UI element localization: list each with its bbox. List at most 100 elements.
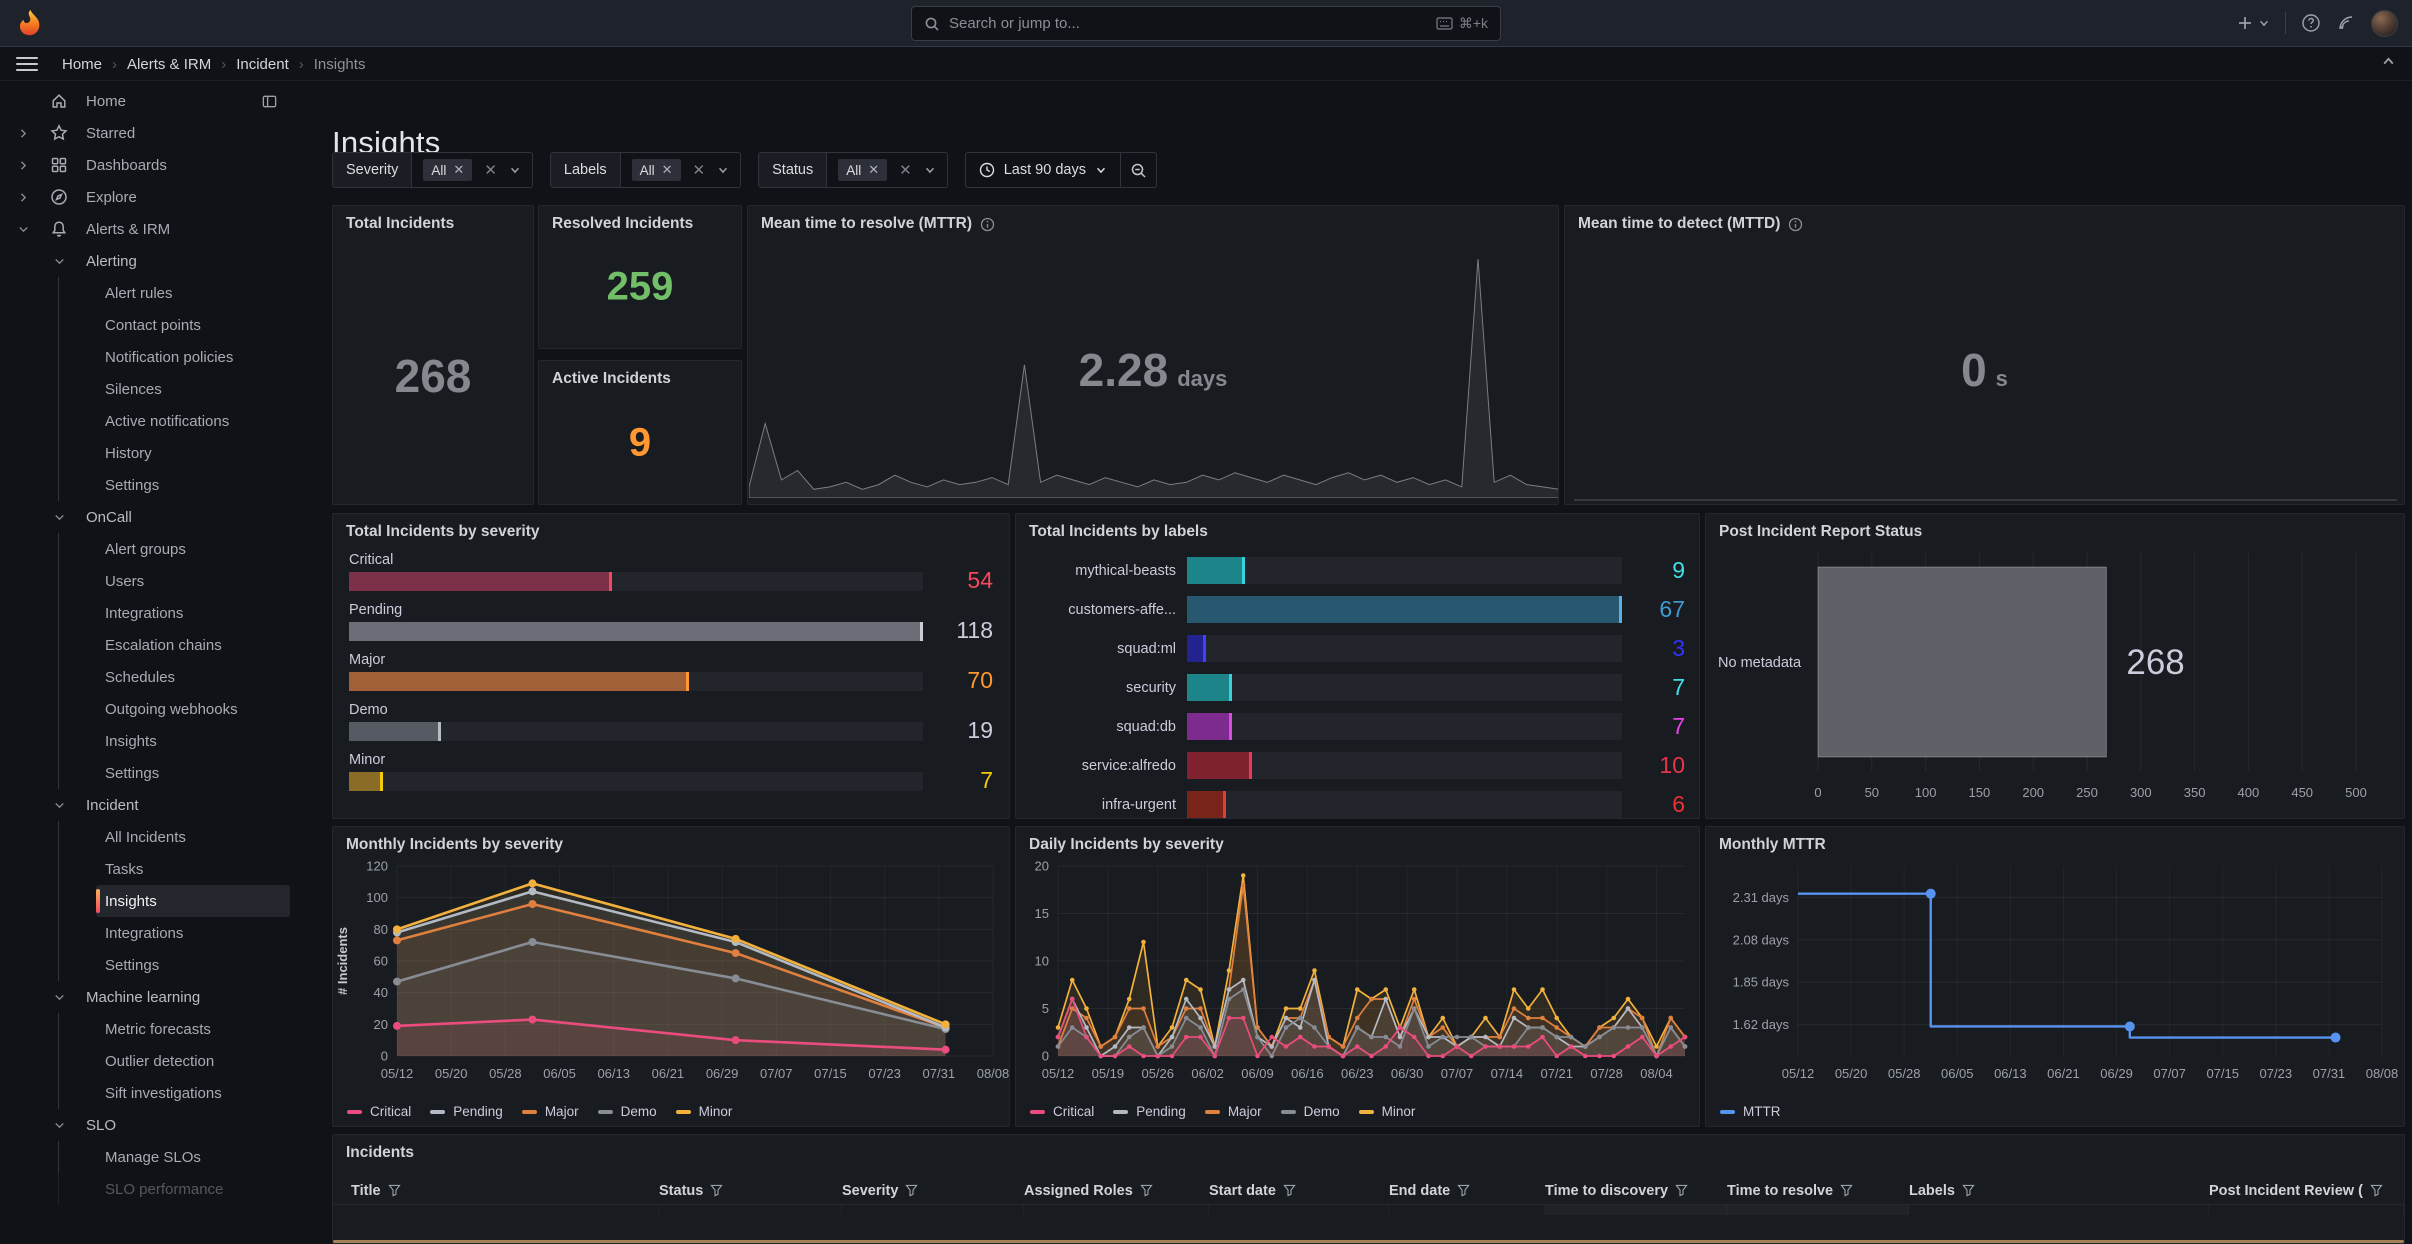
filter-chip[interactable]: All ✕ — [423, 159, 473, 181]
filter-chip[interactable]: All ✕ — [631, 159, 681, 181]
sidebar-item-escalation-chains[interactable]: Escalation chains — [0, 629, 300, 661]
sidebar-item-history[interactable]: History — [0, 437, 300, 469]
chevron-up-icon[interactable] — [2381, 54, 2396, 74]
sidebar-item-machine-learning[interactable]: Machine learning — [0, 981, 300, 1013]
filter-funnel-icon[interactable] — [1962, 1184, 1975, 1197]
info-icon[interactable] — [1788, 217, 1803, 232]
dock-icon[interactable] — [261, 93, 278, 110]
filter-funnel-icon[interactable] — [1283, 1184, 1296, 1197]
column-header-start-date[interactable]: Start date — [1209, 1177, 1389, 1204]
chip-remove-icon[interactable]: ✕ — [868, 162, 880, 177]
filter-funnel-icon[interactable] — [1675, 1184, 1688, 1197]
legend-item-critical[interactable]: Critical — [1030, 1104, 1094, 1119]
filter-funnel-icon[interactable] — [1457, 1184, 1470, 1197]
filter-funnel-icon[interactable] — [387, 1184, 401, 1197]
column-header-labels[interactable]: Labels — [1909, 1177, 2209, 1204]
sidebar-item-notification-policies[interactable]: Notification policies — [0, 341, 300, 373]
sidebar-item-schedules[interactable]: Schedules — [0, 661, 300, 693]
column-header-end-date[interactable]: End date — [1389, 1177, 1545, 1204]
sidebar-item-integrations[interactable]: Integrations — [0, 917, 300, 949]
sidebar-item-starred[interactable]: Starred — [0, 117, 300, 149]
column-header-title[interactable]: Title — [351, 1177, 659, 1204]
grafana-logo[interactable] — [14, 8, 44, 38]
legend-item-mttr[interactable]: MTTR — [1720, 1104, 1781, 1119]
help-icon[interactable] — [2301, 13, 2321, 33]
filter-funnel-icon[interactable] — [710, 1184, 724, 1197]
sidebar-item-alerting[interactable]: Alerting — [0, 245, 300, 277]
legend-item-major[interactable]: Major — [521, 1104, 579, 1119]
legend-item-pending[interactable]: Pending — [1113, 1104, 1186, 1119]
filter-funnel-icon[interactable] — [905, 1184, 919, 1197]
sidebar-item-slo[interactable]: SLO — [0, 1109, 300, 1141]
clear-filter-icon[interactable]: ✕ — [484, 162, 497, 179]
sidebar-item-outlier-detection[interactable]: Outlier detection — [0, 1045, 300, 1077]
sidebar-item-slo-performance[interactable]: SLO performance — [0, 1173, 300, 1205]
sidebar-item-active-notifications[interactable]: Active notifications — [0, 405, 300, 437]
sidebar-item-settings[interactable]: Settings — [0, 757, 300, 789]
time-range-picker[interactable]: Last 90 days — [966, 153, 1120, 187]
filter-value-dropdown[interactable]: All ✕ ✕ — [827, 153, 947, 187]
search-input[interactable]: Search or jump to... ⌘+k — [911, 6, 1501, 41]
sidebar-item-alert-groups[interactable]: Alert groups — [0, 533, 300, 565]
breadcrumb-item-alerts-irm[interactable]: Alerts & IRM — [127, 55, 212, 73]
sidebar-item-users[interactable]: Users — [0, 565, 300, 597]
legend-item-major[interactable]: Major — [1204, 1104, 1262, 1119]
sidebar-item-manage-slos[interactable]: Manage SLOs — [0, 1141, 300, 1173]
info-icon[interactable] — [980, 217, 995, 232]
filter-chip[interactable]: All ✕ — [838, 159, 888, 181]
column-header-time-to-discovery[interactable]: Time to discovery — [1545, 1177, 1727, 1204]
sidebar-item-tasks[interactable]: Tasks — [0, 853, 300, 885]
nav-guide-line — [58, 885, 59, 917]
sidebar-item-label: SLO — [86, 1116, 117, 1134]
filter-funnel-icon[interactable] — [1840, 1184, 1853, 1197]
chip-remove-icon[interactable]: ✕ — [453, 162, 465, 177]
legend-item-minor[interactable]: Minor — [1358, 1104, 1415, 1119]
filter-chip-label: All — [639, 162, 655, 178]
breadcrumb-item-incident[interactable]: Incident — [236, 55, 289, 73]
legend-item-pending[interactable]: Pending — [430, 1104, 503, 1119]
sidebar-item-metric-forecasts[interactable]: Metric forecasts — [0, 1013, 300, 1045]
sidebar-item-dashboards[interactable]: Dashboards — [0, 149, 300, 181]
sidebar-item-alert-rules[interactable]: Alert rules — [0, 277, 300, 309]
filter-value-dropdown[interactable]: All ✕ ✕ — [620, 153, 741, 187]
horizontal-scrollbar[interactable] — [333, 1240, 2404, 1243]
chip-remove-icon[interactable]: ✕ — [661, 162, 673, 177]
legend-item-demo[interactable]: Demo — [1280, 1104, 1340, 1119]
sidebar-item-integrations[interactable]: Integrations — [0, 597, 300, 629]
clear-filter-icon[interactable]: ✕ — [692, 162, 706, 179]
zoom-out-button[interactable] — [1119, 153, 1156, 187]
sidebar-item-contact-points[interactable]: Contact points — [0, 309, 300, 341]
menu-icon[interactable] — [16, 57, 38, 71]
sidebar-item-silences[interactable]: Silences — [0, 373, 300, 405]
filter-value-dropdown[interactable]: All ✕ ✕ — [412, 153, 532, 187]
sidebar-item-sift-investigations[interactable]: Sift investigations — [0, 1077, 300, 1109]
sidebar-item-settings[interactable]: Settings — [0, 469, 300, 501]
clear-filter-icon[interactable]: ✕ — [899, 162, 912, 179]
sidebar-item-oncall[interactable]: OnCall — [0, 501, 300, 533]
column-header-post-incident-review[interactable]: Post Incident Review ( — [2209, 1177, 2404, 1204]
sidebar-item-alerts-irm[interactable]: Alerts & IRM — [0, 213, 300, 245]
filter-funnel-icon[interactable] — [1140, 1184, 1153, 1197]
sidebar-item-explore[interactable]: Explore — [0, 181, 300, 213]
sidebar-item-home[interactable]: Home — [0, 85, 300, 117]
legend-item-minor[interactable]: Minor — [675, 1104, 732, 1119]
avatar[interactable] — [2371, 9, 2398, 37]
sidebar-item-all-incidents[interactable]: All Incidents — [0, 821, 300, 853]
news-icon[interactable] — [2336, 13, 2356, 33]
column-header-status[interactable]: Status — [659, 1177, 842, 1204]
sidebar-item-settings[interactable]: Settings — [0, 949, 300, 981]
legend-item-critical[interactable]: Critical — [347, 1104, 411, 1119]
column-header-assigned-roles[interactable]: Assigned Roles — [1024, 1177, 1209, 1204]
sidebar-item-incident[interactable]: Incident — [0, 789, 300, 821]
column-header-time-to-resolve[interactable]: Time to resolve — [1727, 1177, 1909, 1204]
svg-text:08/08: 08/08 — [977, 1066, 1009, 1081]
legend-item-demo[interactable]: Demo — [597, 1104, 657, 1119]
table-row[interactable] — [333, 1205, 2404, 1215]
sidebar-item-insights[interactable]: Insights — [0, 885, 300, 917]
add-button[interactable] — [2236, 14, 2270, 32]
filter-funnel-icon[interactable] — [2370, 1184, 2383, 1197]
sidebar-item-outgoing-webhooks[interactable]: Outgoing webhooks — [0, 693, 300, 725]
sidebar-item-insights[interactable]: Insights — [0, 725, 300, 757]
breadcrumb-item-home[interactable]: Home — [62, 55, 103, 73]
column-header-severity[interactable]: Severity — [842, 1177, 1024, 1204]
